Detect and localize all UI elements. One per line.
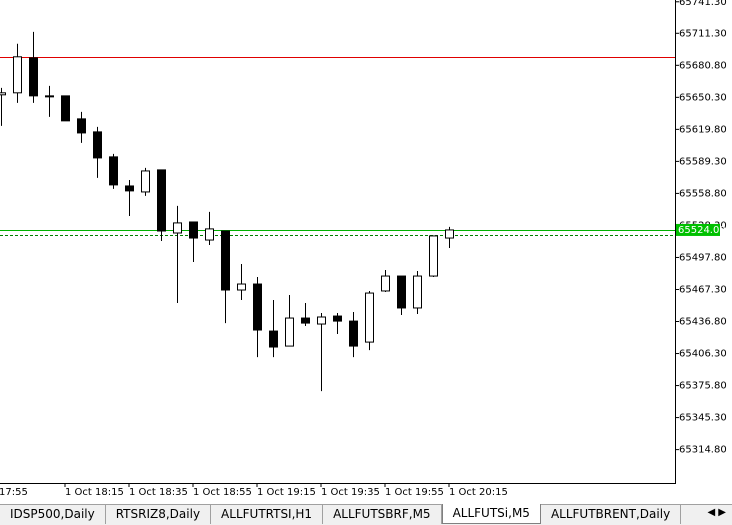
chart-tab[interactable]: ALLFUTSBRF,M5 bbox=[323, 505, 442, 524]
candle-body bbox=[317, 316, 326, 325]
candle-body bbox=[205, 228, 214, 241]
chart-tab[interactable]: ALLFUTRTSI,H1 bbox=[211, 505, 324, 524]
x-tick-label: 1 Oct 19:35 bbox=[321, 487, 380, 498]
plot-area bbox=[0, 31, 675, 392]
y-tick-label: 65558.80 bbox=[679, 188, 727, 199]
y-tick-label: 65711.30 bbox=[679, 28, 727, 39]
candle-body bbox=[61, 95, 70, 122]
x-tick-label: 1 Oct 19:15 bbox=[257, 487, 316, 498]
y-tick-label: 65375.80 bbox=[679, 381, 727, 392]
x-tick-label: 1 Oct 19:55 bbox=[385, 487, 444, 498]
candle-body bbox=[365, 292, 374, 343]
y-tick-label: 65741.30 bbox=[679, 0, 727, 8]
tab-scroll[interactable]: ◀ ▶ bbox=[707, 507, 726, 518]
y-tick-label: 65406.30 bbox=[679, 349, 727, 360]
chart-tab[interactable]: IDSP500,Daily bbox=[0, 505, 106, 524]
x-tick-label: 1 Oct 20:15 bbox=[449, 487, 508, 498]
y-tick-label: 65680.80 bbox=[679, 60, 727, 71]
candle-body bbox=[173, 222, 182, 234]
y-tick-label: 65497.80 bbox=[679, 252, 727, 263]
chart-tab[interactable]: ALLFUTBRENT,Daily bbox=[541, 505, 682, 524]
candle-body bbox=[285, 317, 294, 347]
candle-body bbox=[189, 221, 198, 239]
y-tick-label: 65589.30 bbox=[679, 156, 727, 167]
chart: 65741.30 65711.30 65680.80 65650.30 65619.80… bbox=[0, 0, 727, 498]
candle-body bbox=[93, 131, 102, 159]
candle-body bbox=[413, 275, 422, 309]
candle-body bbox=[429, 235, 438, 277]
y-tick-label: 65650.30 bbox=[679, 92, 727, 103]
candle-body bbox=[157, 169, 166, 232]
candle-body bbox=[397, 275, 406, 309]
chart-tab[interactable]: ALLFUTSi,M5 bbox=[441, 504, 541, 524]
y-tick-label: 65467.30 bbox=[679, 284, 727, 295]
x-tick-label: 1 Oct 17:55 bbox=[0, 487, 28, 498]
candle-body bbox=[237, 283, 246, 291]
x-tick-label: 1 Oct 18:15 bbox=[65, 487, 124, 498]
candle-body bbox=[109, 156, 118, 186]
x-tick-label: 1 Oct 18:55 bbox=[193, 487, 252, 498]
candle-body bbox=[0, 92, 6, 96]
candle-body bbox=[253, 283, 262, 331]
candle-body bbox=[13, 56, 22, 94]
candle-body bbox=[77, 118, 86, 134]
candle-body bbox=[125, 185, 134, 192]
y-tick-label: 65619.80 bbox=[679, 124, 727, 135]
y-tick-label: 65314.80 bbox=[679, 445, 727, 456]
candle-body bbox=[333, 315, 342, 322]
candle-body bbox=[221, 230, 230, 291]
candle-body bbox=[381, 275, 390, 292]
candle-body bbox=[269, 330, 278, 348]
chart-tab[interactable]: RTSRIZ8,Daily bbox=[106, 505, 212, 524]
candle-body bbox=[301, 317, 310, 324]
candle-body bbox=[29, 57, 38, 97]
candle-body bbox=[141, 170, 150, 193]
y-tick-label: 65436.80 bbox=[679, 317, 727, 328]
y-tick-label: 65345.30 bbox=[679, 413, 727, 424]
candle-body bbox=[349, 320, 358, 347]
tab-bar: IDSP500,Daily RTSRIZ8,Daily ALLFUTRTSI,H1 A… bbox=[0, 504, 732, 525]
price-label-box bbox=[676, 223, 720, 236]
candle-body bbox=[445, 229, 454, 239]
candle-body bbox=[45, 95, 54, 98]
x-tick-label: 1 Oct 18:35 bbox=[129, 487, 188, 498]
price-label: 65524.00 bbox=[678, 225, 726, 236]
